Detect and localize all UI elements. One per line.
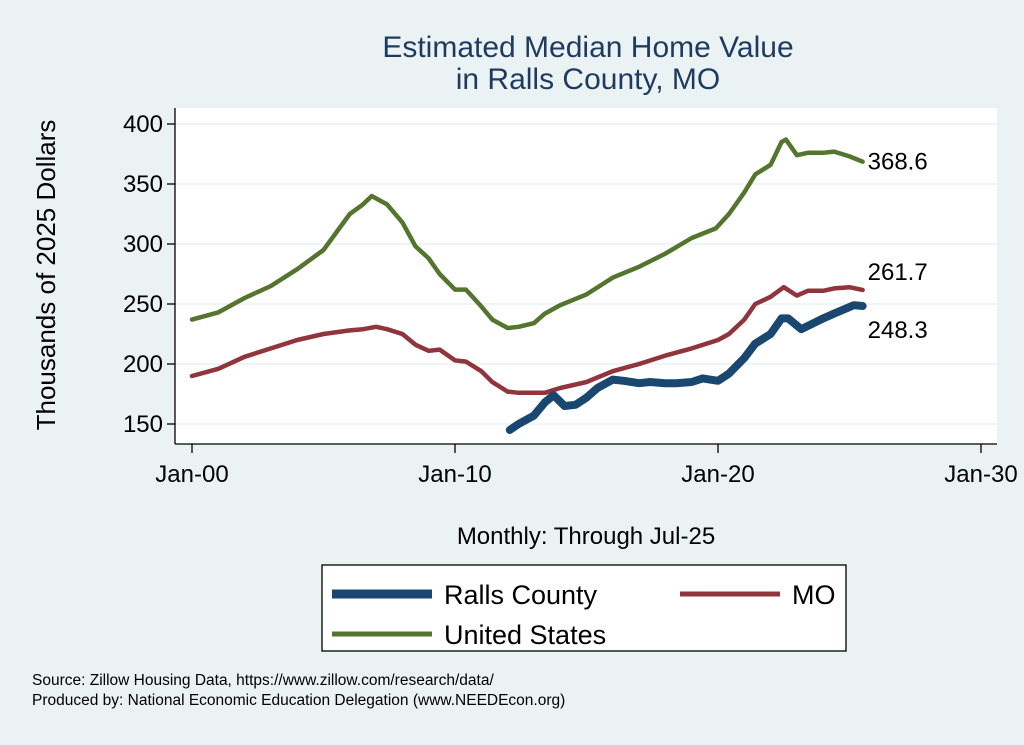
x-tick-label: Jan-20 [681, 461, 754, 488]
series-line-united-states [189, 137, 865, 331]
x-tick-label: Jan-00 [155, 461, 228, 488]
y-tick-label: 250 [123, 291, 163, 318]
x-tick-label: Jan-10 [418, 461, 491, 488]
x-tick-label: Jan-30 [944, 461, 1017, 488]
produced-note: Produced by: National Economic Education… [32, 692, 566, 709]
source-note: Source: Zillow Housing Data, https://www… [32, 672, 494, 689]
series-line-mo [189, 284, 865, 396]
end-label: 248.3 [868, 317, 928, 344]
chart-title: in Ralls County, MO [456, 63, 721, 96]
end-label: 261.7 [868, 259, 928, 286]
y-tick-label: 150 [123, 411, 163, 438]
legend-label: MO [792, 580, 836, 610]
y-tick-label: 300 [123, 231, 163, 258]
y-tick-label: 200 [123, 351, 163, 378]
x-axis-label: Monthly: Through Jul-25 [457, 523, 715, 550]
chart-title: Estimated Median Home Value [382, 31, 793, 64]
plot-area [175, 108, 997, 444]
series-line-ralls-county [505, 301, 867, 434]
end-label: 368.6 [868, 149, 928, 176]
y-axis-label: Thousands of 2025 Dollars [31, 120, 61, 431]
y-tick-label: 400 [123, 111, 163, 138]
legend-label: United States [444, 620, 606, 650]
y-tick-label: 350 [123, 171, 163, 198]
legend-label: Ralls County [444, 580, 598, 610]
legend [321, 564, 847, 652]
